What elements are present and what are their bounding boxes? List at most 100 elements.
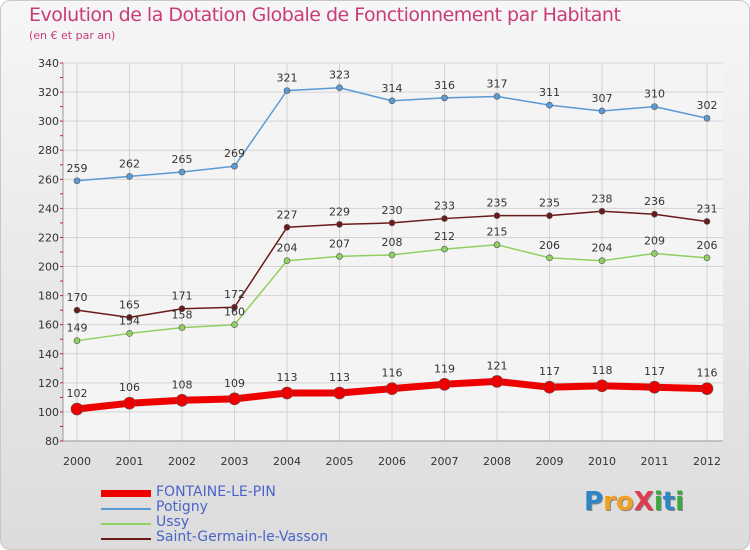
data-point-ussy — [73, 337, 81, 344]
data-point-ussy — [651, 250, 658, 257]
data-label-fontaine-le-pin: 102 — [67, 387, 88, 400]
data-point-ussy — [336, 253, 343, 260]
data-point-fontaine-le-pin — [595, 379, 609, 393]
data-label-ussy: 207 — [329, 237, 350, 250]
data-point-potigny — [336, 84, 343, 92]
data-label-ussy: 204 — [277, 242, 298, 255]
data-point-potigny — [231, 162, 238, 170]
data-point-fontaine-le-pin — [228, 392, 241, 406]
legend-label: Ussy — [156, 514, 190, 530]
legend-label: Potigny — [156, 499, 208, 515]
logo-letter: P — [584, 487, 604, 517]
y-tick-label: 160 — [38, 319, 59, 332]
x-tick-label: 2009 — [536, 455, 564, 468]
y-tick-label: 140 — [38, 348, 59, 361]
data-point-saint-germain-le-vasson — [441, 215, 448, 222]
y-tick-label: 200 — [38, 261, 59, 274]
data-label-ussy: 204 — [592, 242, 613, 255]
x-tick-label: 2011 — [641, 455, 669, 468]
legend-label: Saint-Germain-le-Vasson — [156, 529, 329, 545]
data-label-fontaine-le-pin: 117 — [644, 365, 665, 378]
data-point-ussy — [388, 251, 396, 259]
data-point-fontaine-le-pin — [123, 396, 136, 410]
data-label-fontaine-le-pin: 121 — [487, 359, 508, 372]
data-label-saint-germain-le-vasson: 235 — [487, 197, 508, 210]
data-point-saint-germain-le-vasson — [388, 219, 396, 227]
data-point-saint-germain-le-vasson — [231, 303, 238, 311]
data-point-potigny — [283, 87, 291, 94]
data-point-potigny — [703, 114, 711, 122]
data-point-potigny — [598, 107, 606, 115]
x-tick-label: 2005 — [326, 455, 354, 468]
y-tick-label: 340 — [38, 57, 59, 70]
data-point-potigny — [73, 177, 81, 185]
data-point-saint-germain-le-vasson — [73, 306, 81, 314]
data-point-potigny — [388, 97, 396, 105]
x-tick-label: 2003 — [221, 455, 249, 468]
x-tick-label: 2001 — [116, 455, 144, 468]
proxiti-logo: ProXiti — [584, 487, 684, 517]
y-tick-label: 240 — [38, 202, 59, 215]
data-label-ussy: 149 — [67, 322, 88, 335]
data-point-potigny — [546, 101, 553, 109]
data-label-potigny: 259 — [67, 162, 88, 175]
data-label-ussy: 209 — [644, 234, 665, 247]
data-label-ussy: 206 — [539, 239, 560, 252]
data-label-fontaine-le-pin: 109 — [224, 377, 245, 390]
data-point-ussy — [703, 254, 711, 262]
data-point-fontaine-le-pin — [70, 402, 84, 416]
data-label-saint-germain-le-vasson: 235 — [539, 197, 560, 210]
data-label-potigny: 314 — [382, 82, 403, 95]
data-label-saint-germain-le-vasson: 233 — [434, 200, 455, 213]
data-point-potigny — [493, 93, 501, 100]
data-point-saint-germain-le-vasson — [126, 314, 133, 321]
legend-swatch — [101, 508, 151, 510]
data-point-fontaine-le-pin — [490, 375, 504, 388]
data-label-saint-germain-le-vasson: 170 — [67, 291, 88, 304]
data-label-ussy: 212 — [434, 230, 455, 243]
y-tick-label: 120 — [38, 377, 59, 390]
data-point-saint-germain-le-vasson — [336, 221, 343, 228]
y-tick-label: 300 — [38, 115, 59, 128]
data-point-fontaine-le-pin — [438, 377, 451, 391]
data-point-fontaine-le-pin — [280, 386, 294, 400]
y-tick-label: 180 — [38, 290, 59, 303]
data-point-ussy — [126, 330, 133, 337]
data-label-fontaine-le-pin: 113 — [329, 371, 350, 384]
chart-title: Evolution de la Dotation Globale de Fonc… — [29, 4, 621, 26]
data-point-saint-germain-le-vasson — [546, 212, 553, 219]
logo-letter: t — [662, 487, 676, 517]
data-point-fontaine-le-pin — [385, 382, 399, 395]
x-tick-label: 2010 — [588, 455, 616, 468]
data-point-ussy — [178, 324, 186, 331]
data-label-saint-germain-le-vasson: 238 — [592, 192, 613, 205]
data-label-potigny: 262 — [119, 157, 140, 170]
data-label-ussy: 154 — [119, 314, 140, 327]
x-tick-label: 2007 — [431, 455, 459, 468]
data-point-potigny — [651, 103, 658, 110]
y-tick-label: 220 — [38, 231, 59, 244]
logo-letter: X — [633, 487, 654, 517]
data-label-potigny: 307 — [592, 92, 613, 105]
data-point-ussy — [283, 257, 291, 265]
data-label-ussy: 160 — [224, 306, 245, 319]
data-point-potigny — [178, 168, 186, 176]
data-label-fontaine-le-pin: 119 — [434, 362, 455, 375]
x-tick-label: 2006 — [378, 455, 406, 468]
data-label-ussy: 208 — [382, 236, 403, 249]
data-label-saint-germain-le-vasson: 172 — [224, 288, 245, 301]
data-point-fontaine-le-pin — [648, 380, 661, 394]
data-label-potigny: 269 — [224, 147, 245, 160]
y-tick-label: 80 — [45, 435, 59, 448]
data-point-saint-germain-le-vasson — [493, 212, 501, 219]
data-label-saint-germain-le-vasson: 230 — [382, 204, 403, 217]
data-point-ussy — [546, 254, 553, 262]
y-tick-label: 260 — [38, 173, 59, 186]
data-label-fontaine-le-pin: 116 — [697, 367, 718, 380]
legend-swatch — [101, 490, 151, 497]
logo-letter: i — [653, 487, 663, 517]
data-label-potigny: 310 — [644, 88, 665, 101]
data-label-fontaine-le-pin: 117 — [539, 365, 560, 378]
